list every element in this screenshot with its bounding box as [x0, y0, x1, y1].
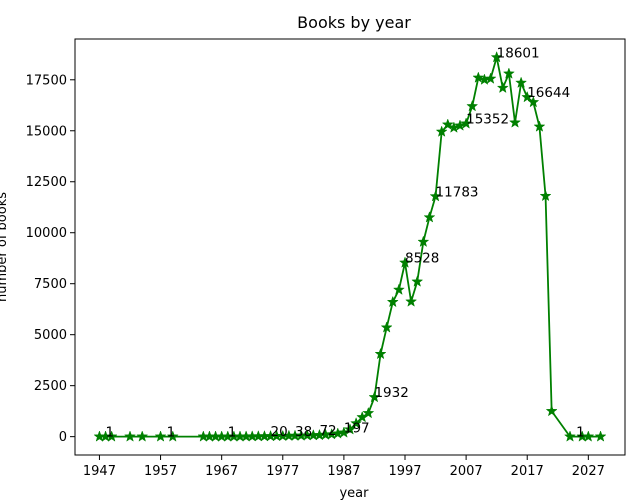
plot-area: [74, 38, 626, 456]
data-point-star: [490, 50, 503, 63]
data-point-star: [136, 430, 149, 442]
x-tick-label: 1997: [388, 464, 421, 479]
data-label: 1: [576, 425, 585, 441]
x-tick-label: 1967: [205, 464, 238, 479]
data-point-star: [466, 99, 479, 112]
data-point-star: [392, 283, 405, 295]
data-point-star: [343, 423, 357, 435]
data-point-star: [460, 117, 473, 129]
x-axis-label: year: [339, 486, 369, 501]
data-point-star: [594, 430, 607, 442]
data-point-star: [386, 295, 399, 308]
data-point-star: [423, 211, 436, 223]
series-line: [99, 56, 601, 438]
y-tick-label: 17500: [26, 73, 67, 88]
data-point-star: [484, 72, 497, 84]
data-label: 197: [344, 421, 370, 437]
data-label: 38: [295, 424, 312, 440]
y-tick-label: 2500: [34, 379, 67, 394]
data-label: 1: [106, 425, 115, 441]
data-point-star: [166, 430, 179, 442]
data-point-star: [429, 190, 442, 202]
data-point-star: [154, 430, 167, 442]
data-label: 16644: [527, 85, 570, 101]
y-tick-label: 12500: [26, 175, 67, 190]
data-point-star: [533, 120, 546, 132]
data-label: 1932: [374, 385, 408, 401]
data-point-star: [362, 406, 375, 419]
data-label: 1: [167, 425, 176, 441]
data-label: 15352: [466, 112, 509, 128]
data-label: 8528: [405, 251, 439, 267]
x-axis-ticks: 1947 1957 1967 1977 1987 1997 2007 2017 2027: [83, 455, 605, 479]
data-label: 11783: [436, 184, 479, 200]
data-point-star: [502, 67, 515, 79]
data-point-star: [527, 95, 540, 108]
x-tick-label: 2027: [572, 464, 605, 479]
data-point-star: [435, 125, 448, 137]
data-labels: 1 1 1 20 38 72 197 1932 8528 11783 15352 18601 16644…: [106, 45, 585, 440]
data-point-star: [521, 90, 534, 103]
data-label: 1: [228, 425, 237, 441]
data-point-star: [380, 321, 393, 333]
y-axis-ticks: 0 2500 5000 7500 10000 12500 15000 17500: [26, 73, 75, 445]
data-point-star: [539, 189, 552, 202]
x-tick-label: 2007: [450, 464, 483, 479]
data-point-star: [472, 71, 485, 83]
data-point-star: [441, 118, 454, 130]
data-label: 18601: [497, 45, 540, 61]
data-point-star: [405, 295, 418, 307]
data-point-star: [374, 347, 387, 360]
y-tick-label: 15000: [26, 124, 67, 139]
data-point-star: [105, 430, 118, 442]
data-point-star: [496, 81, 509, 94]
y-tick-label: 7500: [34, 277, 67, 292]
data-point-star: [582, 430, 595, 442]
x-tick-label: 1977: [266, 464, 299, 479]
chart-title: Books by year: [297, 13, 411, 32]
x-tick-label: 2017: [511, 464, 544, 479]
series-layer: [93, 50, 607, 442]
data-point-star: [545, 404, 558, 417]
data-point-star: [417, 235, 430, 248]
y-axis-label: number of books: [0, 192, 10, 302]
data-point-star: [508, 116, 522, 128]
y-tick-label: 10000: [26, 226, 67, 241]
x-tick-label: 1957: [144, 464, 177, 479]
data-point-star: [123, 430, 137, 442]
data-point-star: [350, 417, 363, 429]
y-tick-label: 0: [59, 430, 67, 445]
x-tick-label: 1987: [327, 464, 360, 479]
data-point-star: [368, 390, 381, 403]
data-label: 72: [319, 423, 336, 439]
data-label: 20: [271, 424, 288, 440]
data-point-star: [515, 76, 528, 88]
x-tick-label: 1947: [83, 464, 116, 479]
data-point-star: [563, 430, 577, 442]
y-tick-label: 5000: [34, 328, 67, 343]
data-point-star: [398, 256, 412, 268]
data-point-star: [411, 275, 424, 287]
